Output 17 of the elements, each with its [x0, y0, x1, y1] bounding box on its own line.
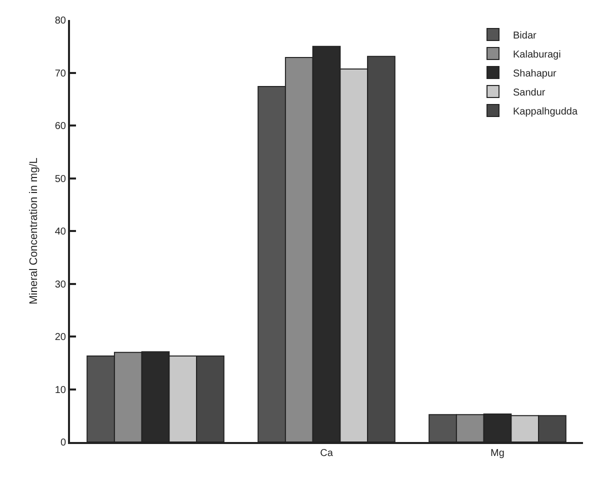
y-tick-label: 10: [54, 384, 66, 396]
y-tick-label: 20: [54, 332, 66, 343]
legend-label: Kappalhgudda: [513, 106, 578, 118]
x-tick-label: Ca: [320, 448, 334, 459]
legend-label: Sandur: [513, 87, 546, 98]
y-axis-title: Mineral Concentration in mg/L: [28, 158, 40, 304]
x-tick-label: Mg: [490, 448, 504, 459]
y-tick-label: 50: [54, 174, 66, 185]
y-tick-label: 30: [54, 279, 66, 290]
legend-label: Kalaburagi: [513, 49, 561, 60]
legend-label: Bidar: [513, 30, 538, 42]
y-tick-label: 0: [60, 438, 66, 448]
y-tick-label: 60: [54, 121, 66, 132]
y-tick-label: 80: [54, 16, 66, 26]
y-tick-label: 70: [54, 68, 66, 80]
legend-label: Shahapur: [513, 68, 558, 80]
y-tick-label: 40: [54, 226, 66, 238]
